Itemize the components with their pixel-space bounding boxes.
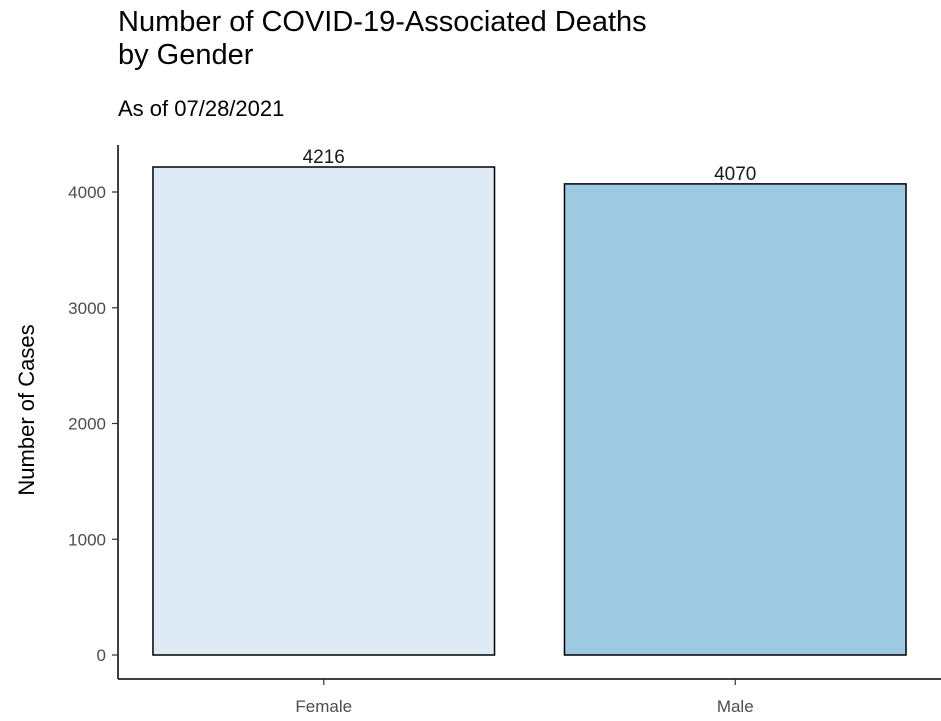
y-tick-label: 0 (97, 646, 106, 665)
x-tick-label-female: Female (295, 697, 352, 716)
y-tick-label: 4000 (68, 183, 106, 202)
data-label-female: 4216 (303, 147, 345, 168)
chart-title: Number of COVID-19-Associated Deaths by … (118, 6, 647, 71)
ticks-layer: Female Male 0 1000 2000 3000 4000 (68, 183, 754, 716)
y-tick-label: 3000 (68, 299, 106, 318)
axes-layer (117, 145, 941, 680)
y-tick-label: 2000 (68, 415, 106, 434)
x-tick-label-male: Male (717, 697, 754, 716)
bar-male (563, 183, 907, 656)
chart-subtitle: As of 07/28/2021 (118, 96, 285, 121)
y-tick-label: 1000 (68, 530, 106, 549)
bar-female (152, 166, 496, 656)
data-label-male: 4070 (714, 164, 756, 185)
bars-layer: 4216 4070 (152, 147, 907, 656)
y-axis-title: Number of Cases (14, 324, 39, 495)
